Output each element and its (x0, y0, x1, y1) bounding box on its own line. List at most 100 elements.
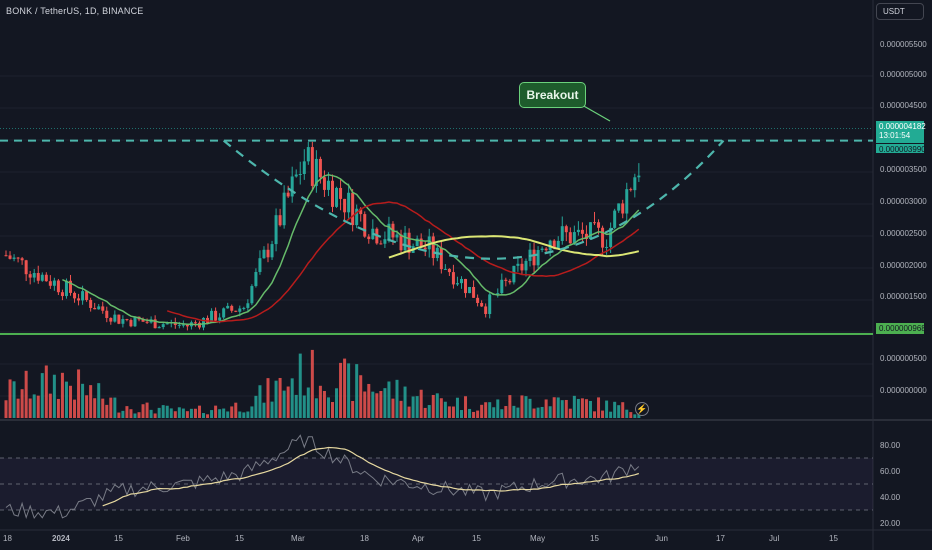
volume-bar (270, 401, 274, 418)
candle-body (476, 297, 480, 303)
candle-body (536, 250, 540, 266)
candle-body (459, 278, 463, 284)
volume-bar (77, 369, 81, 418)
volume-bar (355, 364, 359, 418)
candle-body (520, 263, 524, 271)
candle-body (399, 234, 403, 251)
volume-bar (407, 406, 411, 418)
volume-bar (85, 395, 89, 418)
volume-bar (576, 398, 580, 418)
candle-body (8, 255, 12, 259)
price-tick: 0.000000000 (880, 386, 927, 395)
volume-bar (117, 412, 121, 418)
volume-bar (564, 399, 568, 418)
candle-body (403, 232, 407, 251)
volume-bar (137, 412, 141, 418)
volume-bar (351, 400, 355, 418)
candle-body (415, 238, 419, 247)
time-tick: Jun (655, 534, 668, 543)
volume-bar (141, 404, 145, 418)
axis-panel (873, 0, 932, 550)
volume-bar (125, 406, 129, 418)
volume-bar (189, 408, 193, 418)
candle-body (12, 257, 16, 259)
candle-body (588, 222, 592, 239)
candle-body (24, 260, 28, 275)
volume-bar (447, 406, 451, 418)
candle-body (387, 223, 391, 240)
volume-bar (367, 383, 371, 418)
candle-body (347, 192, 351, 213)
candle-body (234, 310, 238, 312)
volume-bar (202, 413, 206, 418)
time-tick: 17 (716, 534, 725, 543)
candle-body (193, 322, 197, 324)
candle-body (500, 279, 504, 294)
candle-body (274, 215, 278, 245)
time-tick: 15 (114, 534, 123, 543)
volume-bar (165, 405, 169, 418)
candle-body (508, 280, 512, 283)
candle-body (560, 226, 564, 241)
ma-slow-line (388, 235, 640, 259)
breakout-callout[interactable]: Breakout (519, 82, 586, 108)
candle-body (584, 233, 588, 239)
volume-bar (177, 407, 181, 418)
candle-body (609, 227, 613, 247)
candle-body (121, 319, 125, 324)
candle-body (326, 180, 330, 190)
lightning-icon[interactable]: ⚡ (635, 402, 649, 416)
volume-bar (314, 398, 318, 418)
volume-bar (214, 405, 218, 418)
candle-body (173, 321, 177, 326)
volume-bar (621, 402, 625, 418)
symbol-title: BONK / TetherUS, 1D, BINANCE (6, 6, 144, 16)
current-price: 0.000004182 (879, 122, 926, 131)
volume-bar (548, 406, 552, 418)
candle-body (40, 274, 44, 281)
volume-bar (359, 375, 363, 418)
volume-bar (310, 349, 314, 418)
candle-body (145, 321, 149, 323)
time-tick: Jul (769, 534, 780, 543)
candle-body (314, 158, 318, 186)
candle-body (77, 298, 81, 301)
breakout-pointer (581, 104, 611, 122)
candle-body (593, 222, 597, 224)
volume-bar (206, 414, 210, 418)
candle-body (133, 316, 137, 327)
volume-bar (32, 394, 36, 418)
volume-bar (343, 358, 347, 418)
volume-bar (262, 402, 266, 418)
currency-button[interactable]: USDT (876, 3, 924, 20)
time-tick: 15 (472, 534, 481, 543)
candle-body (129, 320, 133, 327)
volume-bar (629, 412, 633, 418)
volume-bar (617, 405, 621, 418)
time-tick: May (530, 534, 546, 543)
support-tag: 0.000000968 (876, 323, 926, 334)
candle-body (407, 232, 411, 253)
volume-bar (395, 379, 399, 418)
volume-bar (113, 397, 117, 418)
price-tick: 0.000000500 (880, 354, 927, 363)
volume-bar (593, 411, 597, 418)
candle-body (210, 310, 214, 323)
candle-body (294, 174, 298, 177)
volume-bar (540, 406, 544, 418)
candle-body (214, 310, 218, 321)
volume-bar (435, 393, 439, 418)
candle-body (56, 280, 60, 293)
volume-bar (40, 373, 44, 418)
volume-bar (68, 385, 72, 418)
volume-bar (488, 402, 492, 418)
volume-bar (580, 398, 584, 418)
volume-bar (379, 390, 383, 418)
time-tick: 18 (360, 534, 369, 543)
volume-bar (512, 405, 516, 418)
volume-bar (496, 399, 500, 418)
candle-body (625, 189, 629, 214)
rsi-tick: 60.00 (880, 467, 901, 476)
price-tick: 0.000001500 (880, 292, 927, 301)
